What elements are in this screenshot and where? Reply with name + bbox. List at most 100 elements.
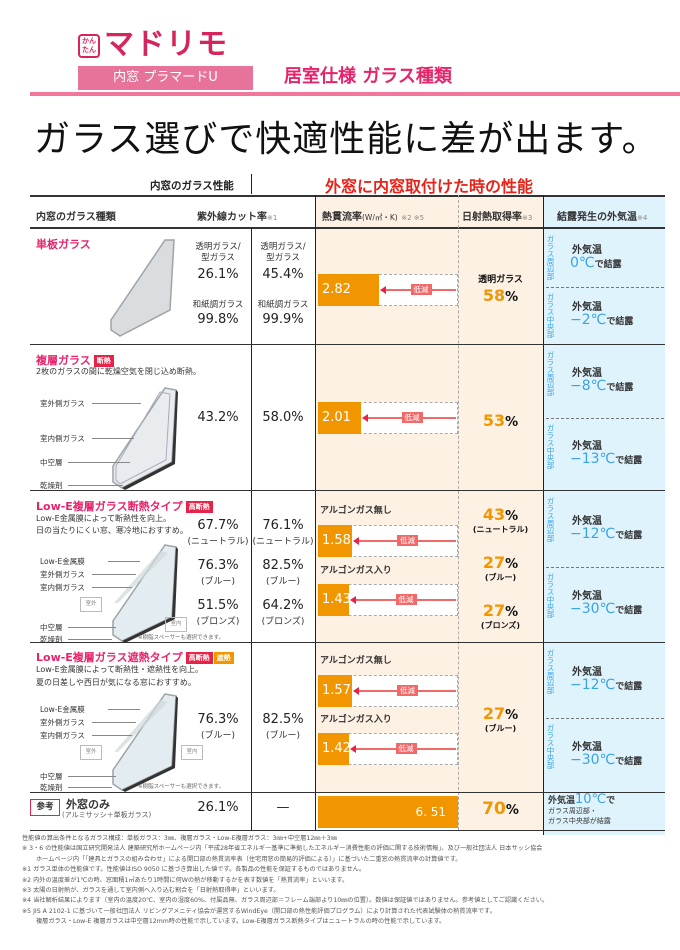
- row-description: Low-E金属膜によって断熱性・遮熱性を向上。: [36, 665, 204, 674]
- uv-inner-value: 76.3%: [197, 558, 239, 573]
- row-description: 2枚のガラスの間に乾燥空気を閉じ込め断熱。: [36, 367, 201, 376]
- row-title-text: Low-E複層ガラス遮熱タイプ: [36, 651, 183, 664]
- solar-glass-label: 透明ガラス: [478, 275, 523, 285]
- solar-value: 53%: [458, 411, 543, 430]
- condense-suffix: で結露: [606, 317, 634, 328]
- col-divider: [251, 228, 252, 830]
- col-header-solar: 日射熱取得率※3: [462, 208, 532, 223]
- arrow-head-icon: [350, 745, 356, 753]
- outside-temp-label: 外気温: [572, 440, 602, 452]
- divider: [251, 174, 252, 194]
- uv-clear-label: 型ガラス: [266, 253, 300, 263]
- temp-value: −13℃: [570, 450, 616, 467]
- logo-badge: かんたん: [78, 34, 100, 58]
- solar-variant-label: (ブロンズ): [480, 621, 521, 630]
- header-divider: [30, 92, 680, 96]
- part-label: 室内側ガラス: [40, 583, 85, 592]
- uv-inner-value: 99.8%: [197, 312, 239, 327]
- arrow-head-icon: [362, 414, 368, 422]
- reduction-badge: 低減: [397, 685, 418, 696]
- arrow-head-icon: [353, 687, 359, 695]
- footnote: 複層ガラス・Low-E 複層ガラスは中空層12mm時の性能で示しています。Low…: [36, 918, 446, 926]
- col-divider: [543, 195, 544, 835]
- footnote: 性能値の算出条件となるガラス構成：単板ガラス：3㎜、複層ガラス・Low-E複層ガ…: [22, 835, 337, 842]
- double-glass-illustration: [112, 387, 178, 490]
- leader-line: [92, 722, 136, 723]
- solar-value: 27%: [458, 704, 543, 723]
- condensation-temp: −8℃で結露: [570, 378, 633, 394]
- arrow-head-icon: [353, 537, 359, 545]
- solar-unit: %: [505, 605, 519, 620]
- solar-unit: %: [505, 415, 519, 430]
- leader-line: [92, 574, 136, 575]
- leader-line: [108, 561, 140, 562]
- uv-clear-label: 型ガラス: [201, 253, 235, 263]
- footnote: ※1 ガラス単体の性能値です。性能値はISO 9050 に基づき算出した値です。…: [22, 866, 366, 874]
- room-inside-box: 室内: [165, 617, 187, 632]
- inner-perf-label: 内窓のガラス性能: [150, 180, 234, 192]
- uv-variant-label: (ブロンズ): [196, 617, 240, 627]
- uv-washi-label: 和紙調ガラス: [192, 300, 244, 310]
- reference-uv-outer: —: [276, 800, 290, 815]
- zone-divider: [546, 566, 664, 568]
- footnote: ※2 内外の温度差が1℃の時、窓面積1㎡あたり1時間に何Wの熱が移動するかを表す…: [22, 876, 349, 884]
- reference-heat-bar: 6. 51: [318, 796, 458, 828]
- uv-variant-label: (ブロンズ): [261, 617, 305, 627]
- uv-outer-value: 82.5%: [262, 558, 304, 573]
- insulation-tag: 断熱: [93, 355, 114, 367]
- argon-label: アルゴンガス入り: [320, 715, 392, 725]
- uv-clear-label: 透明ガラス/: [260, 242, 306, 252]
- solar-unit: %: [505, 509, 519, 524]
- solar-number: 27: [482, 553, 506, 572]
- reference-suffix: で: [606, 796, 616, 806]
- high-insulation-tag: 高断熱: [185, 501, 213, 513]
- uv-variant-label: (ニュートラル): [187, 537, 249, 547]
- condense-suffix: で結露: [615, 682, 643, 693]
- reduction-badge: 低減: [395, 594, 417, 605]
- solar-number: 53: [482, 411, 506, 430]
- solar-number: 27: [482, 601, 506, 620]
- uv-outer-value: 82.5%: [262, 712, 304, 727]
- solar-number: 58: [482, 286, 506, 305]
- temp-value: −12℃: [570, 525, 616, 542]
- outside-temp-label: 外気温: [572, 741, 602, 753]
- center-zone-label: ガラス中央部: [546, 423, 555, 469]
- heat-value: 2.01: [322, 410, 351, 425]
- reference-uv-inner: 26.1%: [197, 800, 239, 815]
- edge-zone-label: ガラス周辺部: [546, 497, 555, 542]
- solar-variant-label: (ニュートラル): [472, 525, 529, 534]
- reference-title: 外窓のみ: [66, 798, 110, 811]
- leader-line: [92, 438, 134, 439]
- temp-value: −30℃: [570, 601, 616, 618]
- footnote: ホームページ内「「建具とガラスの組み合わせ」による開口部の熱貫流率表（住宅用窓の…: [36, 855, 462, 863]
- heat-bar: 1.57: [318, 675, 352, 707]
- condensation-temp: −2℃で結露: [570, 312, 633, 328]
- room-outside-box: 室外: [80, 745, 102, 760]
- condense-suffix: で結露: [615, 756, 643, 767]
- uv-variant-label: (ブルー): [200, 731, 236, 741]
- part-label: 中空層: [40, 772, 63, 781]
- condense-suffix: で結露: [615, 530, 643, 541]
- row-divider: [30, 792, 665, 793]
- heat-note: ※2 ※5: [401, 214, 425, 222]
- temp-value: −30℃: [570, 751, 616, 768]
- uv-clear-label: 透明ガラス/: [195, 242, 241, 252]
- edge-zone-label: ガラス周辺部: [546, 351, 555, 396]
- condensation-temp: −12℃で結露: [570, 677, 642, 693]
- center-zone-label: ガラス中央部: [546, 723, 555, 769]
- heat-value: 1.57: [322, 683, 351, 698]
- solar-unit: %: [505, 290, 519, 305]
- high-insulation-tag: 高断熱: [185, 652, 213, 664]
- argon-label: アルゴンガス無し: [320, 506, 392, 516]
- row-description: Low-E金属膜によって断熱性を向上。: [36, 514, 172, 523]
- col-header-condensation: 結露発生の外気温※4: [557, 208, 647, 223]
- heat-bar: 1.58: [318, 525, 352, 557]
- leader-line: [68, 485, 123, 486]
- part-label: 室外側ガラス: [40, 570, 85, 579]
- row-title-text: Low-E複層ガラス断熱タイプ: [36, 500, 183, 513]
- ref-solar-bg: [458, 793, 543, 830]
- uv-outer-value: 45.4%: [262, 267, 304, 282]
- arrow-head-icon: [350, 596, 356, 604]
- reference-cond-line: ガラス中央部が結露: [548, 817, 611, 825]
- logo-title: マドリモ: [104, 27, 228, 62]
